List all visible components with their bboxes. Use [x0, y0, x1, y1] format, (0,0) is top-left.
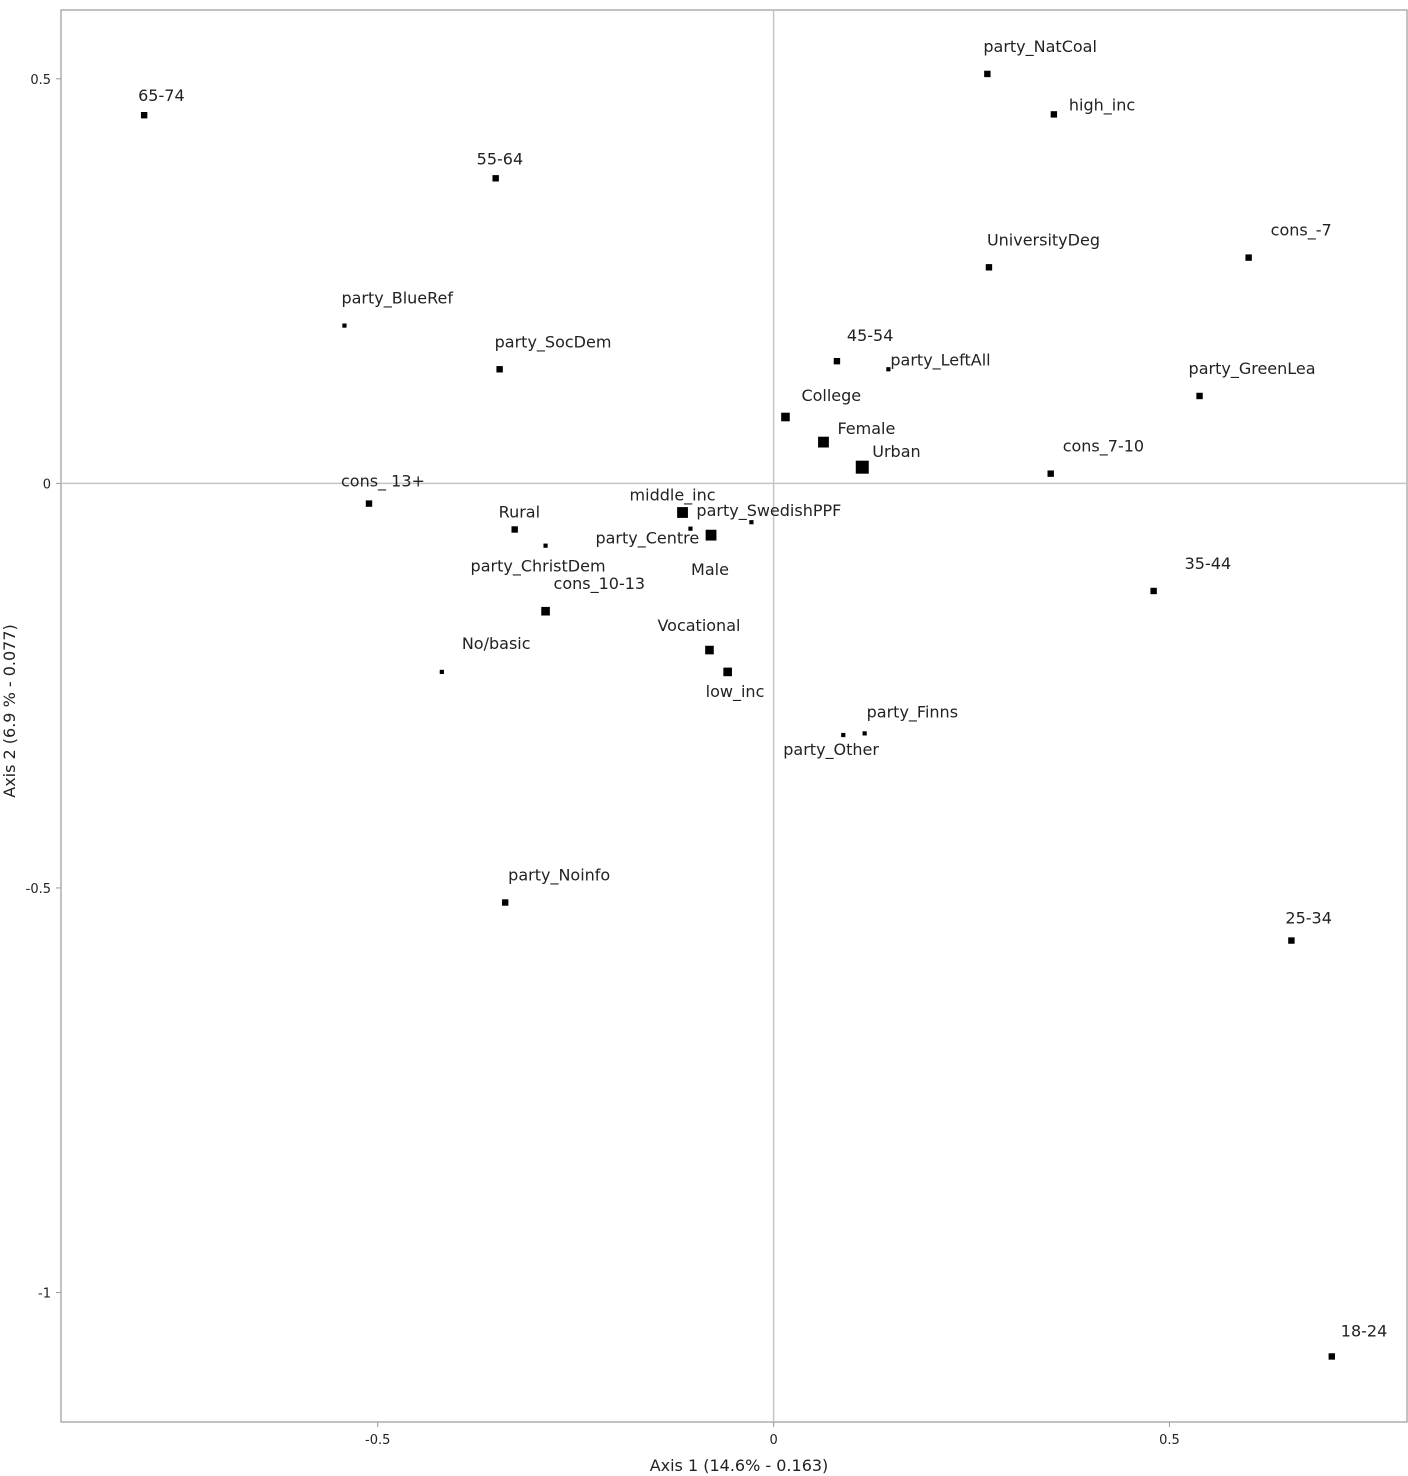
- point-vocational: [705, 645, 714, 655]
- point-cons-10-13: [541, 606, 550, 616]
- label-rural: Rural: [499, 502, 540, 521]
- label-female: Female: [837, 419, 895, 438]
- point-party-other: [841, 732, 846, 738]
- point-urban: [855, 460, 869, 474]
- label-cons-13: cons_ 13+: [341, 472, 425, 492]
- point-female: [818, 436, 829, 448]
- point-cons-7-10: [1047, 470, 1054, 477]
- point-18-24: [1328, 1353, 1335, 1360]
- y-tick-label: 0.5: [30, 73, 51, 88]
- label-party-other: party_Other: [783, 740, 879, 760]
- point-35-44: [1150, 587, 1157, 595]
- x-axis-ticks: -0.5 0 0.5: [365, 1422, 1180, 1448]
- point-cons-7: [1245, 254, 1252, 261]
- label-party-leftall: party_LeftAll: [890, 350, 990, 370]
- label-45-54: 45-54: [847, 326, 894, 345]
- point-party-leftall: [886, 367, 891, 372]
- label-urban: Urban: [872, 442, 920, 461]
- label-65-74: 65-74: [138, 86, 185, 105]
- label-55-64: 55-64: [477, 149, 524, 168]
- label-party-blueref: party_BlueRef: [341, 289, 453, 309]
- plot-frame: [60, 9, 1408, 1423]
- point-middle-inc: [677, 507, 688, 518]
- point-male: [705, 529, 717, 541]
- label-party-finns: party_Finns: [867, 702, 958, 722]
- label-no-basic: No/basic: [462, 634, 531, 653]
- label-middle-inc: middle_inc: [630, 485, 716, 505]
- point-party-socdem: [496, 366, 503, 373]
- label-male: Male: [691, 560, 729, 579]
- point-party-greenlea: [1196, 392, 1203, 400]
- y-axis-title: Axis 2 (6.9 % - 0.077): [0, 624, 19, 798]
- point-party-natcoal: [984, 70, 991, 78]
- point-55-64: [492, 175, 499, 182]
- reference-lines: [61, 10, 1407, 1422]
- data-points: [140, 70, 1335, 1360]
- point-65-74: [140, 111, 148, 119]
- x-axis-title: Axis 1 (14.6% - 0.163): [650, 1456, 829, 1475]
- label-vocational: Vocational: [657, 616, 740, 635]
- label-cons-7: cons_-7: [1271, 221, 1332, 241]
- label-party-greenlea: party_GreenLea: [1189, 359, 1316, 379]
- label-party-noinfo: party_Noinfo: [508, 866, 610, 886]
- point-universitydeg: [985, 264, 993, 271]
- x-tick-label: 0.5: [1159, 1433, 1180, 1448]
- label-college: College: [801, 386, 861, 405]
- label-25-34: 25-34: [1285, 909, 1332, 928]
- y-axis-ticks: 0.5 0 -0.5 -1: [26, 73, 61, 1302]
- point-labels: 65-74 55-64 party_BlueRef party_SocDem cons_…: [138, 37, 1387, 1341]
- point-no-basic: [439, 669, 444, 675]
- y-tick-label: -1: [38, 1287, 51, 1302]
- point-rural: [511, 526, 518, 533]
- label-party-centre: party_Centre: [595, 529, 699, 549]
- label-cons-10-13: cons_10-13: [554, 574, 646, 594]
- point-party-centre: [688, 526, 693, 531]
- point-college: [781, 412, 790, 422]
- point-cons-13: [365, 500, 373, 507]
- label-party-swedishppf: party_SwedishPPF: [696, 501, 841, 521]
- label-universitydeg: UniversityDeg: [987, 230, 1100, 249]
- point-45-54: [833, 357, 841, 365]
- point-party-blueref: [342, 323, 347, 328]
- label-cons-7-10: cons_7-10: [1063, 437, 1144, 457]
- point-party-swedishppf: [749, 520, 754, 525]
- label-35-44: 35-44: [1185, 554, 1232, 573]
- x-tick-label: 0: [769, 1433, 777, 1448]
- point-high-inc: [1050, 111, 1058, 118]
- x-tick-label: -0.5: [365, 1433, 390, 1448]
- label-party-christdem: party_ChristDem: [471, 557, 606, 577]
- label-party-natcoal: party_NatCoal: [983, 37, 1097, 57]
- point-low-inc: [723, 667, 732, 677]
- label-party-socdem: party_SocDem: [495, 332, 612, 352]
- label-high-inc: high_inc: [1069, 95, 1135, 115]
- point-25-34: [1288, 937, 1295, 944]
- point-party-finns: [862, 731, 867, 736]
- point-party-noinfo: [501, 899, 509, 906]
- y-tick-label: -0.5: [26, 882, 51, 897]
- point-party-christdem: [543, 543, 548, 548]
- label-18-24: 18-24: [1341, 1321, 1388, 1340]
- y-tick-label: 0: [43, 477, 51, 492]
- label-low-inc: low_inc: [706, 682, 765, 702]
